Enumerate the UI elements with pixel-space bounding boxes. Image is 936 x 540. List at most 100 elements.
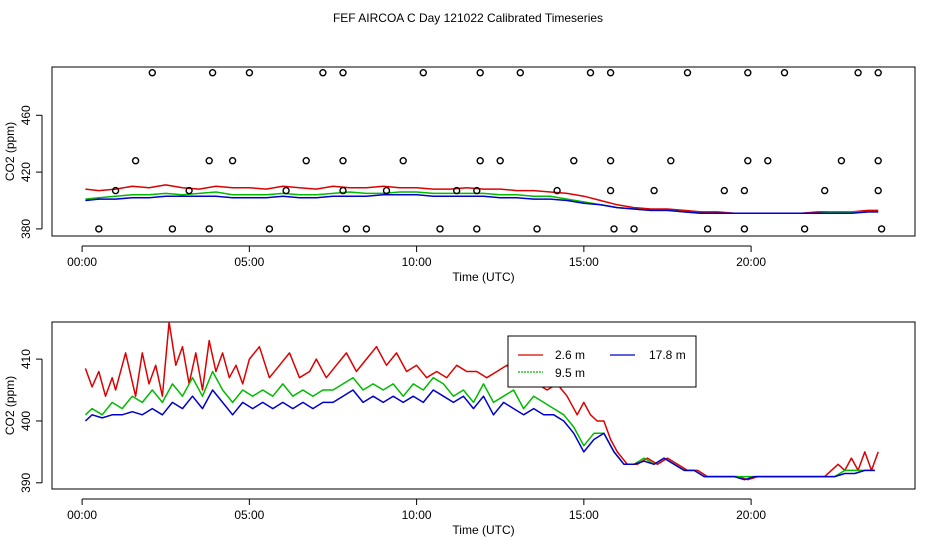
top-marker-point [821, 186, 829, 195]
top-marker-point [265, 225, 274, 233]
bottom-y-axis: 390 400 410 [19, 349, 43, 493]
top-marker-point [436, 225, 444, 233]
legend: 2.6 m 17.8 m 9.5 m [507, 335, 697, 388]
top-marker-point [476, 68, 484, 77]
top-marker-point [650, 186, 658, 195]
top-x-tick-label: 20:00 [736, 255, 766, 269]
top-marker-point [877, 225, 886, 233]
top-x-tick-label: 10:00 [402, 255, 432, 269]
top-marker-point [744, 68, 752, 77]
bottom-x-tick-label: 10:00 [402, 508, 432, 522]
top-marker-point [342, 225, 351, 233]
top-marker-point [606, 186, 615, 195]
top-x-axis: 00:00 05:00 10:00 15:00 20:00 [67, 245, 766, 269]
top-marker-point [874, 68, 882, 77]
top-series-17-8-m [85, 194, 879, 215]
top-x-tick-label: 05:00 [234, 255, 264, 269]
top-marker-point [168, 225, 177, 233]
top-marker-point [476, 156, 484, 165]
bottom-plot-frame [51, 321, 916, 490]
top-marker-point [131, 156, 140, 165]
top-marker-point [630, 225, 638, 233]
bottom-series-2-6-m [84, 321, 879, 481]
top-marker-point [837, 156, 846, 165]
top-marker-point [800, 225, 809, 233]
legend-box [507, 335, 697, 388]
top-y-tick-label: 420 [19, 162, 33, 182]
top-marker-point [185, 186, 193, 195]
top-series-group [85, 184, 879, 215]
top-marker-point [399, 156, 407, 165]
bottom-x-tick-label: 00:00 [67, 508, 97, 522]
top-panel: 00:00 05:00 10:00 15:00 20:00 380 420 460 Time… [3, 66, 916, 284]
legend-label-9-5m: 9.5 m [555, 366, 585, 380]
top-marker-point [148, 68, 157, 77]
top-series-2-6-m [85, 184, 879, 215]
top-marker-point [496, 156, 504, 165]
bottom-panel: 00:00 05:00 10:00 15:00 20:00 390 400 410 Time… [3, 321, 916, 537]
bottom-y-tick-label: 400 [19, 411, 33, 431]
top-y-axis-label: CO2 (ppm) [3, 122, 17, 181]
top-markers-group [95, 68, 886, 233]
top-marker-point [570, 156, 578, 165]
bottom-y-tick-label: 410 [19, 349, 33, 369]
top-marker-point [95, 225, 103, 233]
top-series-9-5-m [85, 191, 879, 215]
top-y-axis: 380 420 460 [19, 105, 43, 239]
top-marker-point [319, 68, 327, 77]
top-marker-point [245, 68, 254, 77]
top-marker-point [703, 225, 712, 233]
top-marker-point [744, 156, 752, 165]
top-marker-point [533, 225, 541, 233]
bottom-series-9-5-m [84, 370, 875, 478]
top-marker-point [453, 186, 461, 195]
top-plot-frame [51, 66, 916, 237]
top-marker-point [339, 68, 347, 77]
top-marker-point [228, 156, 237, 165]
bottom-x-axis: 00:00 05:00 10:00 15:00 20:00 [67, 498, 766, 522]
top-marker-point [854, 68, 862, 77]
top-marker-point [205, 156, 213, 165]
top-marker-point [419, 68, 427, 77]
top-y-tick-label: 460 [19, 105, 33, 125]
top-marker-point [610, 225, 618, 233]
legend-label-2-6m: 2.6 m [555, 348, 585, 362]
top-marker-point [874, 186, 882, 195]
top-marker-point [473, 225, 481, 233]
top-marker-point [302, 156, 310, 165]
top-marker-point [683, 68, 692, 77]
top-marker-point [586, 68, 595, 77]
bottom-series-group [84, 321, 879, 481]
top-x-axis-label: Time (UTC) [452, 270, 514, 284]
top-marker-point [874, 156, 882, 165]
bottom-x-tick-label: 20:00 [736, 508, 766, 522]
top-x-tick-label: 00:00 [67, 255, 97, 269]
top-marker-point [740, 186, 749, 195]
top-marker-point [606, 156, 615, 165]
top-marker-point [516, 68, 524, 77]
top-marker-point [282, 186, 290, 195]
legend-label-17-8m: 17.8 m [649, 348, 686, 362]
top-marker-point [606, 68, 615, 77]
top-marker-point [667, 156, 675, 165]
bottom-y-tick-label: 390 [19, 472, 33, 492]
bottom-series-17-8-m [84, 389, 875, 481]
bottom-x-tick-label: 05:00 [234, 508, 264, 522]
top-marker-point [720, 186, 728, 195]
top-marker-point [111, 186, 120, 195]
top-marker-point [473, 186, 481, 195]
top-marker-point [339, 186, 347, 195]
top-marker-point [740, 225, 749, 233]
top-marker-point [780, 68, 789, 77]
top-marker-point [205, 225, 213, 233]
top-marker-point [208, 68, 217, 77]
top-x-tick-label: 15:00 [569, 255, 599, 269]
top-marker-point [339, 156, 347, 165]
bottom-y-axis-label: CO2 (ppm) [3, 376, 17, 435]
top-y-tick-label: 380 [19, 219, 33, 239]
figure-title: FEF AIRCOA C Day 121022 Calibrated Times… [333, 11, 603, 25]
top-marker-point [553, 186, 561, 195]
bottom-x-axis-label: Time (UTC) [452, 523, 514, 537]
top-marker-point [764, 156, 772, 165]
